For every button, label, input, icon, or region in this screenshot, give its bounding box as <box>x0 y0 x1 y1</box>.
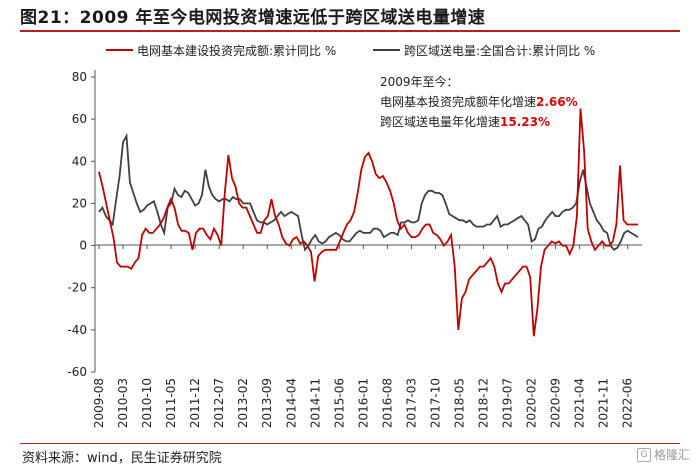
x-tick-label: 2011-12 <box>188 378 202 428</box>
y-tick-label: -60 <box>67 365 87 379</box>
x-tick-label: 2016-01 <box>356 378 370 428</box>
x-tick-label: 2018-05 <box>452 378 466 428</box>
x-tick-label: 2010-03 <box>116 378 130 428</box>
annotation-investment-label: 电网基本投资完成额年化增速 <box>380 94 536 109</box>
x-tick-label: 2018-12 <box>477 378 491 428</box>
y-tick-label: 40 <box>72 154 87 168</box>
x-tick-label: 2020-09 <box>549 378 563 428</box>
x-tick-label: 2015-06 <box>332 378 346 428</box>
chart-title-bar: 图21：2009 年至今电网投资增速远低于跨区域送电量增速 <box>0 0 700 30</box>
y-tick-label: -20 <box>67 281 87 295</box>
x-tick-label: 2014-11 <box>308 378 322 428</box>
x-tick-label: 2019-07 <box>501 378 515 428</box>
x-tick-label: 2013-09 <box>260 378 274 428</box>
y-tick-labels: 80 60 40 20 0 -20 -40 -60 <box>67 70 95 379</box>
y-tick-label: 20 <box>72 196 87 210</box>
legend-label-investment: 电网基本建设投资完成额:累计同比 % <box>137 43 336 58</box>
y-tick-label: 80 <box>72 70 87 84</box>
y-tick-label: 60 <box>72 112 87 126</box>
y-tick-label: 0 <box>79 239 87 253</box>
title-underline <box>20 30 680 32</box>
x-tick-label: 2016-08 <box>380 378 394 428</box>
x-tick-labels: 2009-08 2010-03 2010-10 2011-05 2011-12 2012-… <box>92 245 635 428</box>
legend-label-transmission: 跨区域送电量:全国合计:累计同比 % <box>404 43 595 58</box>
x-tick-label: 2014-04 <box>284 378 298 428</box>
x-tick-label: 2011-05 <box>164 378 178 428</box>
x-tick-label: 2012-07 <box>212 378 226 428</box>
x-tick-label: 2017-03 <box>404 378 418 428</box>
series-line-investment <box>98 108 638 337</box>
y-tick-label: -40 <box>67 323 87 337</box>
watermark: G 格隆汇 <box>636 446 690 463</box>
x-tick-label: 2010-10 <box>140 378 154 428</box>
source-note: 资料来源：wind，民生证券研究院 <box>22 451 222 466</box>
annotation-line2: 电网基本投资完成额年化增速2.66% <box>380 94 578 109</box>
x-tick-label: 2009-08 <box>92 378 106 428</box>
x-tick-label: 2022-06 <box>621 378 635 428</box>
annotation-investment-value: 2.66% <box>536 95 578 109</box>
annotation-line3: 跨区域送电量年化增速15.23% <box>380 114 550 129</box>
series-line-transmission <box>98 132 639 252</box>
footer-divider <box>20 443 680 444</box>
legend: 电网基本建设投资完成额:累计同比 % 跨区域送电量:全国合计:累计同比 % <box>106 43 595 58</box>
chart-title: 图21：2009 年至今电网投资增速远低于跨区域送电量增速 <box>20 7 486 28</box>
x-tick-label: 2021-11 <box>597 378 611 428</box>
annotation-line1: 2009年至今： <box>380 74 459 89</box>
x-tick-label: 2021-04 <box>573 378 587 428</box>
watermark-logo-icon: G <box>636 447 651 462</box>
x-tick-label: 2017-10 <box>428 378 442 428</box>
watermark-text: 格隆汇 <box>653 448 690 462</box>
annotation-transmission-value: 15.23% <box>500 115 550 129</box>
annotation-transmission-label: 跨区域送电量年化增速 <box>380 114 500 129</box>
x-tick-label: 2013-02 <box>236 378 250 428</box>
growth-annotation: 2009年至今： 电网基本投资完成额年化增速2.66% 跨区域送电量年化增速15… <box>380 74 578 129</box>
x-tick-label: 2020-02 <box>525 378 539 428</box>
